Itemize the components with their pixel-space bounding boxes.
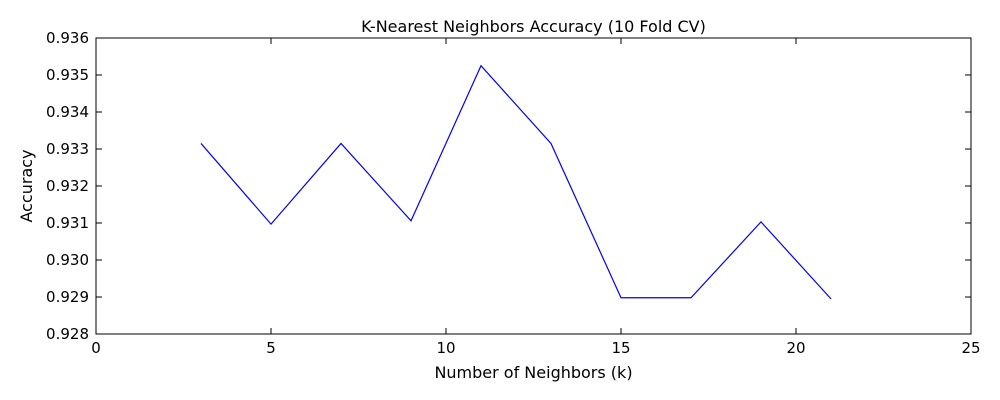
x-tick-label: 5 bbox=[266, 339, 276, 357]
x-tick-label: 25 bbox=[961, 339, 980, 357]
x-axis-label: Number of Neighbors (k) bbox=[434, 363, 632, 382]
x-tick-label: 10 bbox=[436, 339, 455, 357]
y-tick-label: 0.931 bbox=[46, 214, 89, 232]
y-tick-label: 0.930 bbox=[46, 251, 89, 269]
series-line bbox=[200, 64, 832, 300]
y-tick-label: 0.934 bbox=[46, 103, 89, 121]
y-tick-label: 0.929 bbox=[46, 288, 89, 306]
y-tick-label: 0.935 bbox=[46, 66, 89, 84]
x-tick-label: 20 bbox=[786, 339, 805, 357]
y-axis: 0.928 0.929 0.930 0.931 0.932 0.933 0.934 0.935… bbox=[46, 29, 971, 343]
chart-title: K-Nearest Neighbors Accuracy (10 Fold CV… bbox=[361, 17, 706, 36]
x-axis: 0 5 10 15 20 25 bbox=[91, 38, 981, 357]
y-tick-label: 0.928 bbox=[46, 325, 89, 343]
y-tick-label: 0.936 bbox=[46, 29, 89, 47]
y-axis-label: Accuracy bbox=[17, 149, 36, 222]
y-tick-label: 0.933 bbox=[46, 140, 89, 158]
plot-frame bbox=[95, 37, 972, 335]
x-tick-label: 15 bbox=[611, 339, 630, 357]
series-layer bbox=[200, 64, 832, 300]
y-tick-label: 0.932 bbox=[46, 177, 89, 195]
x-tick-label: 0 bbox=[91, 339, 101, 357]
